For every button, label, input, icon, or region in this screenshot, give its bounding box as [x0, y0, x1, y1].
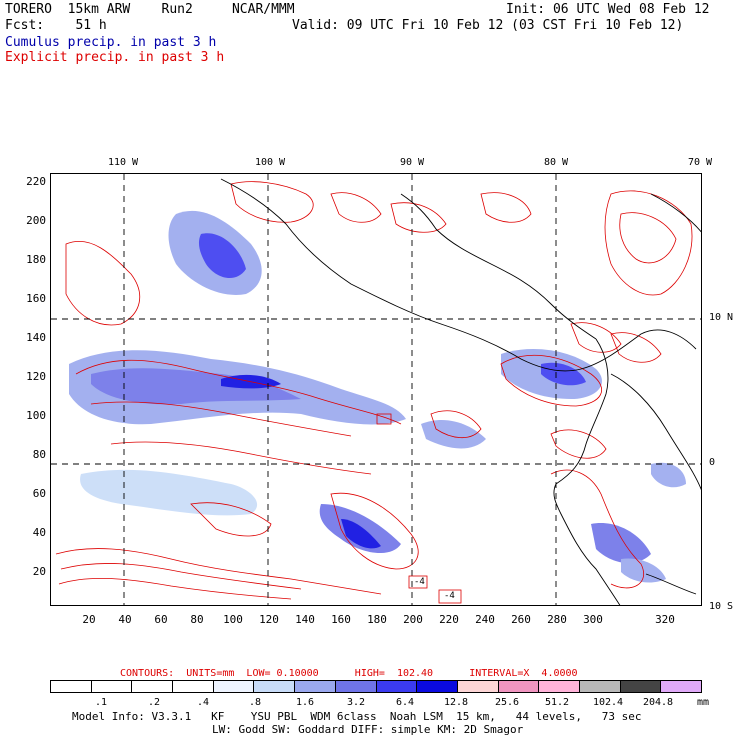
y-tick: 20 — [32, 565, 46, 578]
lat-tick: 10 N — [709, 312, 734, 323]
explicit-precip-contours — [55, 181, 693, 600]
x-tick: 20 — [82, 613, 96, 626]
x-tick: 40 — [118, 613, 132, 626]
x-tick: 160 — [331, 613, 351, 626]
latlon-grid — [51, 174, 701, 605]
colorbar-label: 204.8 — [642, 697, 674, 708]
legend-explicit: Explicit precip. in past 3 h — [5, 50, 225, 65]
x-tick: 220 — [439, 613, 459, 626]
colorbar-swatch — [91, 681, 133, 692]
colorbar-swatch — [335, 681, 377, 692]
x-tick: 60 — [154, 613, 168, 626]
map-canvas — [51, 174, 701, 605]
lat-tick: 10 S — [709, 601, 734, 612]
colorbar-swatch — [417, 681, 458, 692]
x-tick: 200 — [403, 613, 423, 626]
contours-info: CONTOURS: UNITS=mm LOW= 0.10000 HIGH= 10… — [120, 668, 578, 679]
header-model-run: TORERO 15km ARW Run2 NCAR/MMM — [5, 2, 295, 17]
colorbar-swatch — [579, 681, 621, 692]
colorbar-swatch — [295, 681, 336, 692]
lon-tick: 100 W — [254, 157, 286, 168]
y-tick: 180 — [26, 253, 46, 266]
colorbar-label: 1.6 — [295, 697, 315, 708]
lon-tick: 110 W — [107, 157, 139, 168]
lon-tick: 70 W — [687, 157, 713, 168]
colorbar-label: 25.6 — [494, 697, 520, 708]
colorbar-label: .4 — [196, 697, 210, 708]
colorbar-label: .8 — [248, 697, 262, 708]
box-label: -4 — [414, 577, 425, 587]
x-tick: 320 — [655, 613, 675, 626]
lon-tick: 90 W — [399, 157, 425, 168]
y-tick: 160 — [26, 292, 46, 305]
header-forecast-hour: Fcst: 51 h — [5, 18, 107, 33]
colorbar-label: 3.2 — [346, 697, 366, 708]
colorbar-swatch — [620, 681, 662, 692]
colorbar-swatch — [173, 681, 214, 692]
x-tick: 240 — [475, 613, 495, 626]
precip-colorbar — [50, 680, 702, 693]
x-tick: 80 — [190, 613, 204, 626]
precip-map: -4 -4 — [50, 173, 702, 606]
legend-cumulus: Cumulus precip. in past 3 h — [5, 35, 217, 50]
lon-tick: 80 W — [543, 157, 569, 168]
lat-tick: 0 — [709, 457, 716, 468]
colorbar-label: 6.4 — [395, 697, 415, 708]
header-init-time: Init: 06 UTC Wed 08 Feb 12 — [506, 2, 710, 17]
colorbar-swatch — [254, 681, 296, 692]
y-tick: 220 — [26, 175, 46, 188]
colorbar-swatch — [498, 681, 540, 692]
colorbar-label: 102.4 — [592, 697, 624, 708]
colorbar-label: .2 — [147, 697, 161, 708]
x-tick: 260 — [511, 613, 531, 626]
model-info-line1: Model Info: V3.3.1 KF YSU PBL WDM 6class… — [72, 710, 642, 723]
colorbar-swatch — [51, 681, 92, 692]
x-tick: 180 — [367, 613, 387, 626]
y-tick: 80 — [32, 448, 46, 461]
model-info-line2: LW: Godd SW: Goddard DIFF: simple KM: 2D… — [212, 723, 524, 736]
colorbar-label: 51.2 — [544, 697, 570, 708]
box-label: -4 — [444, 591, 455, 601]
y-tick: 120 — [26, 370, 46, 383]
cumulus-precip-fill — [69, 210, 686, 583]
map-box-markers — [376, 413, 462, 604]
y-tick: 40 — [32, 526, 46, 539]
colorbar-label: .1 — [94, 697, 108, 708]
y-tick: 100 — [26, 409, 46, 422]
colorbar-swatch — [213, 681, 255, 692]
colorbar-label: 12.8 — [443, 697, 469, 708]
colorbar-swatch — [457, 681, 499, 692]
x-tick: 100 — [223, 613, 243, 626]
x-tick: 300 — [583, 613, 603, 626]
colorbar-swatch — [132, 681, 174, 692]
y-tick: 200 — [26, 214, 46, 227]
header-valid-time: Valid: 09 UTC Fri 10 Feb 12 (03 CST Fri … — [292, 18, 684, 33]
colorbar-swatch — [376, 681, 418, 692]
colorbar-swatch — [539, 681, 580, 692]
colorbar-swatch — [661, 681, 701, 692]
y-tick: 140 — [26, 331, 46, 344]
x-tick: 140 — [295, 613, 315, 626]
x-tick: 280 — [547, 613, 567, 626]
colorbar-unit: mm — [696, 697, 710, 708]
x-tick: 120 — [259, 613, 279, 626]
y-tick: 60 — [32, 487, 46, 500]
coastlines — [220, 178, 701, 605]
